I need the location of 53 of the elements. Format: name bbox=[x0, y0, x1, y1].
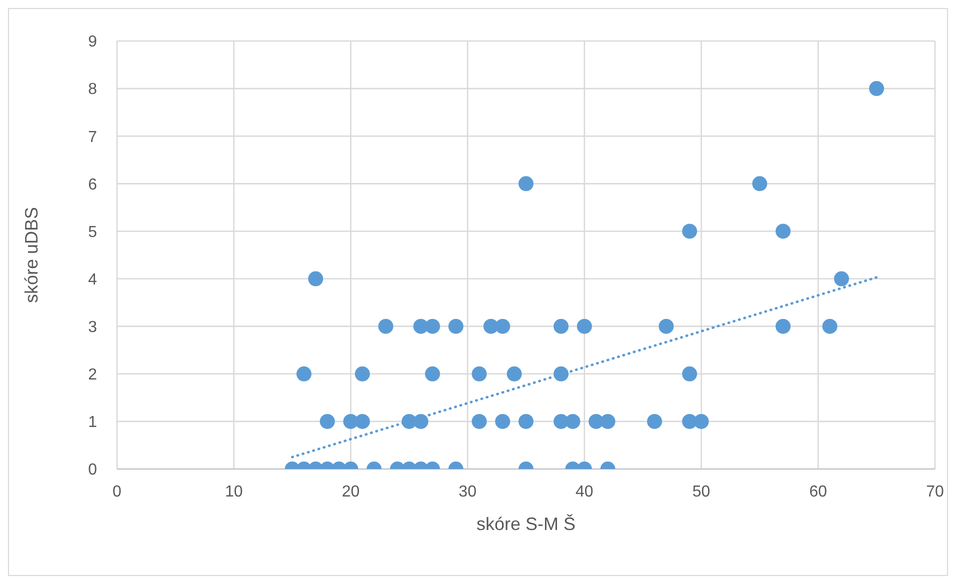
point bbox=[554, 366, 569, 382]
y-tick-label: 0 bbox=[88, 462, 98, 479]
point bbox=[682, 224, 698, 239]
y-tick-label: 1 bbox=[88, 414, 98, 432]
point bbox=[565, 414, 580, 429]
x-tick-label: 10 bbox=[224, 483, 243, 500]
point bbox=[425, 366, 440, 382]
x-axis-title: skóre S-M Š bbox=[476, 514, 576, 534]
point bbox=[495, 414, 510, 429]
point bbox=[658, 318, 674, 334]
point bbox=[506, 366, 522, 382]
point bbox=[296, 366, 312, 382]
y-tick-label: 9 bbox=[88, 34, 98, 51]
point bbox=[308, 271, 324, 286]
x-tick-label: 50 bbox=[692, 483, 710, 500]
point bbox=[694, 414, 709, 429]
point bbox=[752, 176, 768, 192]
point bbox=[776, 224, 791, 239]
point bbox=[413, 414, 428, 429]
point bbox=[776, 318, 791, 334]
point bbox=[472, 414, 487, 429]
x-tick-label: 20 bbox=[342, 483, 360, 500]
x-tick-label: 60 bbox=[809, 483, 828, 500]
y-tick-label: 2 bbox=[88, 366, 98, 384]
point bbox=[320, 414, 335, 429]
x-tick-label: 0 bbox=[112, 483, 122, 500]
point bbox=[354, 414, 370, 429]
point bbox=[647, 414, 662, 429]
point bbox=[354, 366, 370, 382]
x-tick-label: 30 bbox=[458, 483, 477, 500]
y-tick-label: 8 bbox=[88, 81, 98, 98]
point bbox=[518, 176, 534, 192]
point bbox=[682, 366, 698, 382]
x-tick-label: 40 bbox=[576, 483, 594, 500]
x-tick-label: 70 bbox=[926, 483, 944, 500]
point bbox=[518, 414, 534, 429]
y-tick-label: 7 bbox=[88, 128, 98, 146]
point bbox=[425, 318, 440, 334]
y-tick-label: 3 bbox=[88, 319, 98, 336]
point bbox=[495, 318, 510, 334]
point bbox=[472, 366, 487, 382]
point bbox=[600, 414, 616, 429]
point bbox=[834, 271, 850, 286]
point bbox=[554, 318, 569, 334]
y-tick-label: 4 bbox=[88, 271, 98, 288]
point bbox=[822, 318, 838, 334]
y-axis-title: skóre uDBS bbox=[21, 206, 42, 304]
point bbox=[869, 81, 884, 96]
point bbox=[576, 318, 592, 334]
point bbox=[378, 318, 394, 334]
y-tick-label: 6 bbox=[88, 176, 98, 194]
y-tick-label: 5 bbox=[88, 224, 98, 241]
point bbox=[448, 318, 464, 334]
